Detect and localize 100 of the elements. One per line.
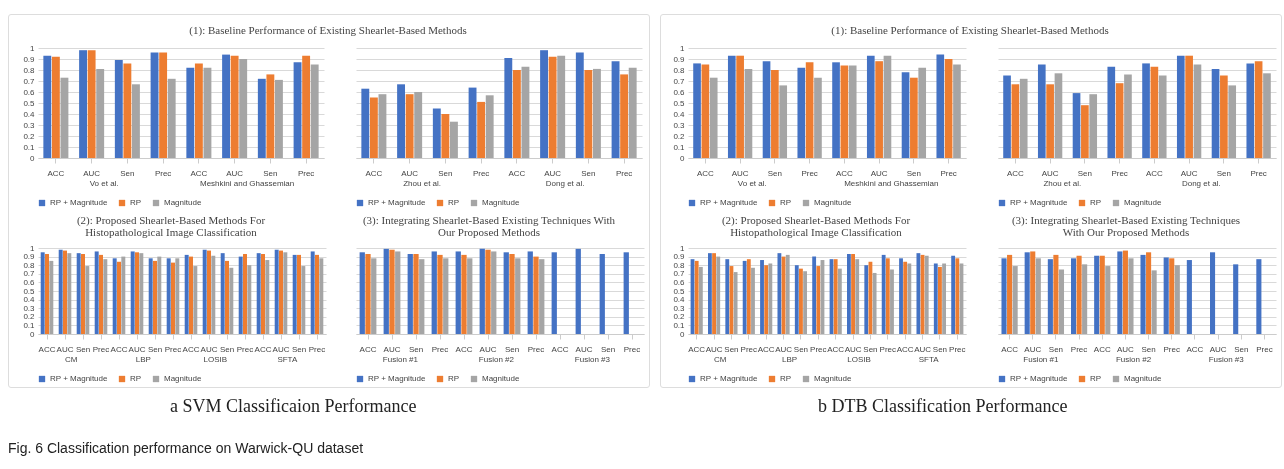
x-tick-label: Prec: [623, 344, 641, 354]
x-tick-label: Prec: [615, 168, 633, 178]
bar: [1115, 83, 1124, 158]
x-tick-label: Sen: [1216, 168, 1231, 178]
x-tick-label: Prec: [801, 168, 818, 178]
bar: [764, 265, 769, 334]
bar: [866, 55, 875, 158]
y-tick-label: 0: [30, 329, 36, 339]
y-tick-label: 0.1: [673, 142, 686, 152]
bar: [1094, 255, 1100, 334]
x-tick-label: Sen: [906, 168, 921, 178]
bar: [794, 265, 799, 334]
bar: [1012, 266, 1018, 334]
bar: [709, 77, 718, 158]
x-tick-label: ACC: [455, 344, 473, 354]
x-tick-label: Prec: [1250, 168, 1267, 178]
bar: [117, 261, 121, 334]
y-tick-label: 0.6: [673, 87, 686, 97]
y-tick-label: 0.3: [673, 303, 686, 313]
bar: [247, 265, 252, 334]
bar: [918, 67, 927, 158]
bar: [777, 253, 782, 334]
y-tick-label: 0.8: [23, 65, 36, 75]
x-tick-label: AUC: [272, 344, 290, 354]
x-tick-label: Prec: [431, 344, 449, 354]
bar: [1072, 93, 1081, 158]
x-tick-label: AUC: [383, 344, 401, 354]
bar: [256, 253, 261, 334]
x-tick-label: Prec: [810, 344, 827, 354]
x-tick-label: Sen: [1141, 344, 1156, 354]
bar: [628, 67, 637, 158]
bar: [725, 259, 730, 334]
bar: [707, 253, 712, 334]
text: Fusion #3: [1208, 355, 1245, 364]
bar: [257, 78, 266, 158]
x-tick-label: Prec: [297, 168, 315, 178]
bar: [1054, 73, 1063, 158]
bar: [1220, 75, 1228, 158]
bar: [584, 70, 593, 158]
bar: [504, 57, 513, 158]
bar: [1001, 258, 1007, 334]
bar: [768, 263, 773, 334]
bar: [405, 94, 414, 158]
bar: [171, 262, 175, 334]
bar: [225, 260, 229, 334]
bar: [63, 250, 67, 334]
bar: [938, 266, 942, 334]
y-tick-label: 0.2: [673, 312, 686, 322]
bar: [742, 260, 747, 334]
text: Fusion #3: [574, 355, 611, 364]
y-tick-label: 1: [30, 243, 36, 253]
x-tick-label: AUC: [83, 168, 101, 178]
x-tick-label: ACC: [1186, 344, 1204, 354]
bar: [1246, 63, 1255, 158]
bar: [1058, 269, 1065, 334]
bar: [872, 272, 877, 334]
bar: [736, 55, 744, 158]
bar: [1122, 250, 1128, 334]
bar: [1186, 260, 1192, 334]
legend-label: Magnitude: [1124, 198, 1162, 207]
text: a SVM Classificaion Performance: [170, 396, 417, 417]
bar: [1176, 55, 1185, 158]
legend-label: RP: [1090, 198, 1102, 207]
y-tick-label: 0.6: [23, 87, 36, 97]
bar: [279, 250, 283, 334]
bar: [40, 252, 45, 334]
legend-label: Magnitude: [1124, 374, 1162, 383]
bar: [166, 258, 171, 334]
bar: [1037, 64, 1046, 158]
y-tick-label: 0.9: [23, 54, 36, 64]
bar: [450, 121, 458, 158]
x-tick-label: Prec: [1070, 344, 1088, 354]
x-tick-label: Sen: [1234, 344, 1249, 354]
x-tick-label: AUC: [544, 168, 562, 178]
x-tick-label: ACC: [1006, 168, 1025, 178]
x-tick-label: ACC: [688, 344, 706, 354]
bar: [1146, 252, 1152, 334]
x-tick-label: AUC: [914, 344, 932, 354]
bar: [220, 253, 225, 334]
x-tick-label: Sen: [408, 344, 424, 354]
y-tick-label: 0.4: [673, 295, 686, 305]
bar: [512, 70, 521, 158]
y-tick-label: 0.9: [673, 252, 686, 262]
bar: [441, 114, 450, 158]
bar: [369, 97, 378, 158]
x-tick-label: Prec: [1163, 344, 1180, 354]
bar: [297, 254, 301, 334]
y-tick-label: 0.1: [23, 320, 36, 330]
x-tick-label: ACC: [190, 168, 208, 178]
bar: [51, 56, 60, 158]
y-tick-label: 0.7: [23, 76, 36, 86]
legend-label: RP + Magnitude: [50, 198, 108, 207]
x-tick-label: AUC: [1116, 344, 1135, 354]
bar: [485, 95, 494, 158]
x-tick-label: Sen: [219, 344, 235, 354]
x-tick-label: AUC: [200, 344, 218, 354]
bar: [944, 59, 953, 158]
bar: [942, 263, 947, 334]
x-tick-label: Sen: [581, 168, 596, 178]
bar: [936, 54, 945, 158]
